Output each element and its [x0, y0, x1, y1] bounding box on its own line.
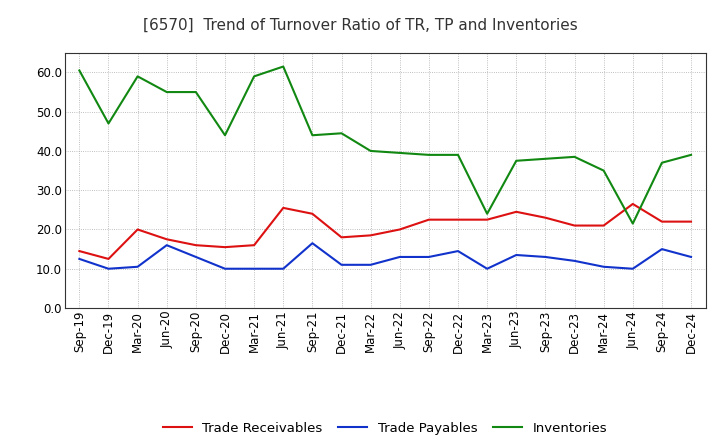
Inventories	[425, 152, 433, 158]
Trade Receivables	[133, 227, 142, 232]
Trade Payables	[657, 246, 666, 252]
Trade Receivables	[75, 249, 84, 254]
Trade Receivables	[599, 223, 608, 228]
Trade Payables	[483, 266, 492, 271]
Trade Receivables	[687, 219, 696, 224]
Inventories	[104, 121, 113, 126]
Inventories	[250, 74, 258, 79]
Inventories	[75, 68, 84, 73]
Trade Receivables	[541, 215, 550, 220]
Trade Receivables	[629, 202, 637, 207]
Inventories	[657, 160, 666, 165]
Trade Payables	[395, 254, 404, 260]
Trade Receivables	[425, 217, 433, 222]
Trade Receivables	[512, 209, 521, 214]
Trade Payables	[163, 242, 171, 248]
Trade Receivables	[454, 217, 462, 222]
Inventories	[337, 131, 346, 136]
Trade Payables	[220, 266, 229, 271]
Inventories	[163, 89, 171, 95]
Inventories	[395, 150, 404, 156]
Trade Receivables	[163, 237, 171, 242]
Trade Receivables	[250, 242, 258, 248]
Trade Payables	[279, 266, 287, 271]
Trade Payables	[570, 258, 579, 264]
Trade Payables	[192, 254, 200, 260]
Trade Receivables	[395, 227, 404, 232]
Inventories	[512, 158, 521, 163]
Text: [6570]  Trend of Turnover Ratio of TR, TP and Inventories: [6570] Trend of Turnover Ratio of TR, TP…	[143, 18, 577, 33]
Inventories	[308, 132, 317, 138]
Trade Payables	[366, 262, 375, 268]
Inventories	[220, 132, 229, 138]
Inventories	[366, 148, 375, 154]
Legend: Trade Receivables, Trade Payables, Inventories: Trade Receivables, Trade Payables, Inven…	[163, 422, 608, 435]
Trade Payables	[425, 254, 433, 260]
Inventories	[454, 152, 462, 158]
Line: Trade Payables: Trade Payables	[79, 243, 691, 269]
Trade Payables	[250, 266, 258, 271]
Trade Receivables	[308, 211, 317, 216]
Trade Receivables	[366, 233, 375, 238]
Trade Receivables	[337, 235, 346, 240]
Inventories	[629, 221, 637, 226]
Trade Payables	[629, 266, 637, 271]
Trade Payables	[454, 249, 462, 254]
Inventories	[541, 156, 550, 161]
Trade Receivables	[279, 205, 287, 210]
Inventories	[483, 211, 492, 216]
Inventories	[279, 64, 287, 69]
Trade Payables	[337, 262, 346, 268]
Trade Receivables	[220, 245, 229, 250]
Trade Payables	[687, 254, 696, 260]
Trade Payables	[599, 264, 608, 269]
Trade Receivables	[192, 242, 200, 248]
Trade Payables	[308, 241, 317, 246]
Trade Payables	[75, 256, 84, 261]
Trade Payables	[133, 264, 142, 269]
Trade Payables	[104, 266, 113, 271]
Trade Receivables	[570, 223, 579, 228]
Trade Receivables	[104, 256, 113, 261]
Inventories	[599, 168, 608, 173]
Line: Trade Receivables: Trade Receivables	[79, 204, 691, 259]
Trade Payables	[541, 254, 550, 260]
Inventories	[687, 152, 696, 158]
Inventories	[133, 74, 142, 79]
Inventories	[570, 154, 579, 159]
Inventories	[192, 89, 200, 95]
Trade Receivables	[657, 219, 666, 224]
Trade Payables	[512, 253, 521, 258]
Line: Inventories: Inventories	[79, 66, 691, 224]
Trade Receivables	[483, 217, 492, 222]
